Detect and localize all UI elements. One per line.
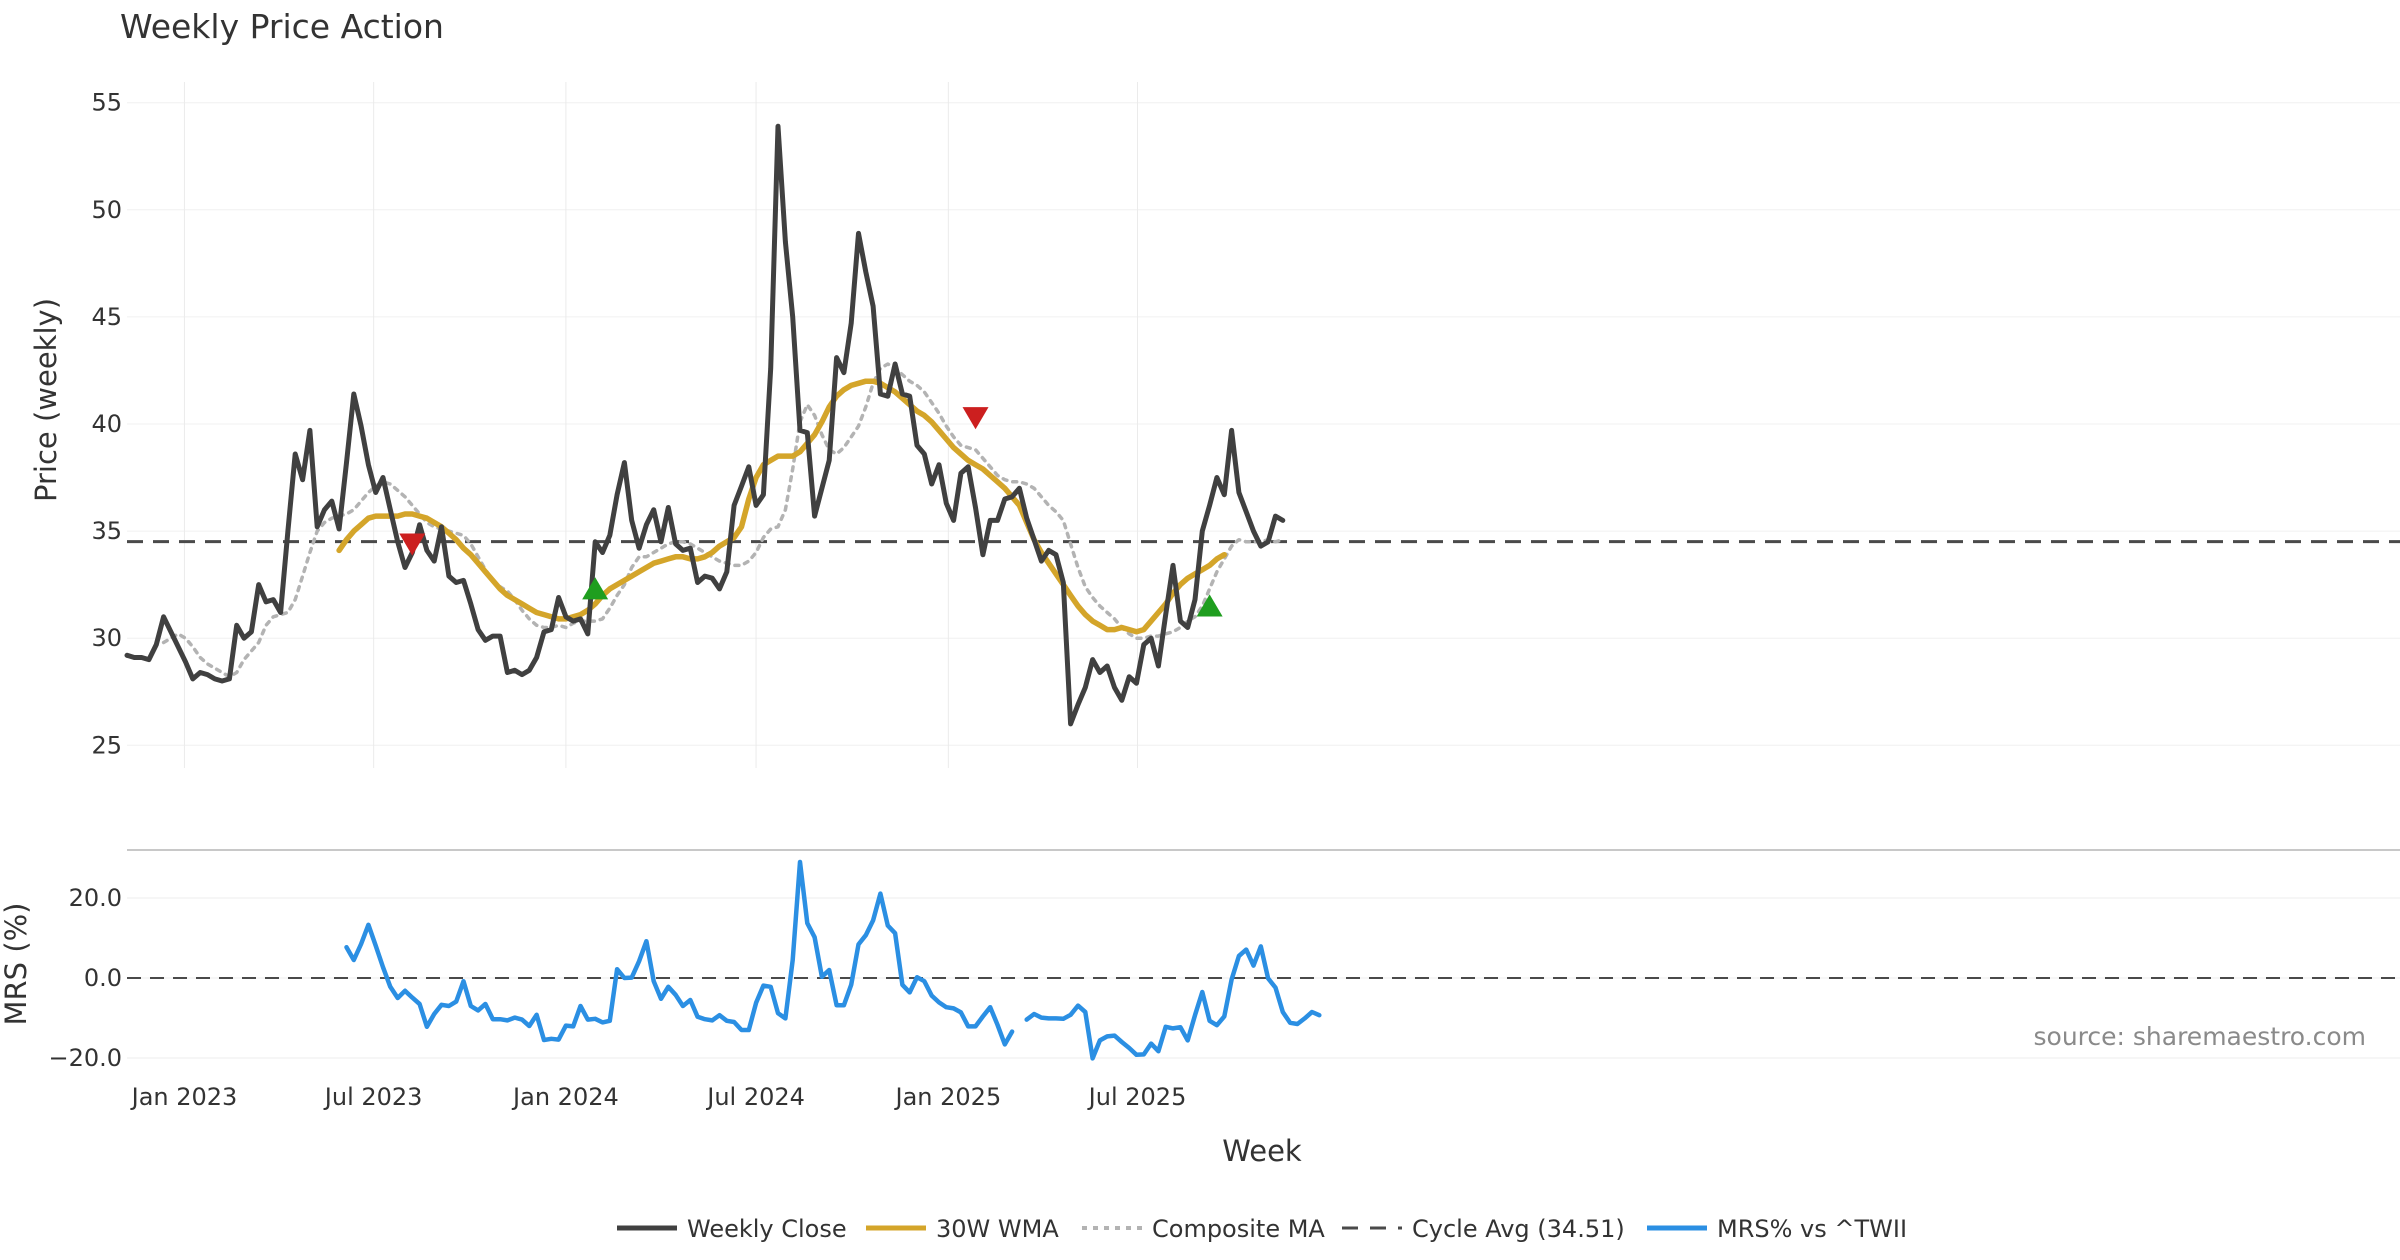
x-tick-label: Jul 2025 xyxy=(1087,1083,1187,1111)
price-y-axis-label: Price (weekly) xyxy=(29,298,63,502)
legend-label-cycle: Cycle Avg (34.51) xyxy=(1412,1215,1625,1243)
x-tick-label: Jan 2023 xyxy=(130,1083,238,1111)
legend-label-mrs: MRS% vs ^TWII xyxy=(1717,1215,1907,1243)
mrs-line xyxy=(344,859,1322,1061)
sell-signal-marker xyxy=(399,533,426,556)
y-tick-labels: 25 30 35 40 45 50 55 −20.0 0.0 20.0 xyxy=(48,89,122,1072)
price-y-tick: 35 xyxy=(91,517,122,545)
x-tick-label: Jan 2024 xyxy=(511,1083,619,1111)
legend-label-composite: Composite MA xyxy=(1152,1215,1325,1243)
chart-title: Weekly Price Action xyxy=(120,7,444,46)
source-watermark: source: sharemaestro.com xyxy=(2034,1022,2367,1051)
series-lines xyxy=(124,123,2400,1061)
signal-markers xyxy=(399,407,1223,617)
x-tick-label: Jul 2024 xyxy=(705,1083,805,1111)
buy-signal-marker xyxy=(582,577,609,600)
legend-label-wma: 30W WMA xyxy=(936,1215,1059,1243)
x-axis-label: Week xyxy=(1222,1134,1302,1168)
price-y-tick: 25 xyxy=(91,731,122,759)
price-y-tick: 50 xyxy=(91,196,122,224)
x-tick-labels: Jan 2023 Jul 2023 Jan 2024 Jul 2024 Jan 2025… xyxy=(130,1083,1187,1111)
composite-ma-line xyxy=(161,362,1285,679)
mrs-y-tick: −20.0 xyxy=(48,1044,122,1072)
gridlines xyxy=(127,82,2400,1059)
x-tick-label: Jan 2025 xyxy=(894,1083,1002,1111)
price-y-tick: 55 xyxy=(91,89,122,117)
price-y-tick: 30 xyxy=(91,624,122,652)
buy-signal-marker xyxy=(1196,594,1223,617)
mrs-y-tick: 0.0 xyxy=(84,964,122,992)
price-y-tick: 40 xyxy=(91,410,122,438)
legend-label-close: Weekly Close xyxy=(687,1215,847,1243)
price-y-tick: 45 xyxy=(91,303,122,331)
sell-signal-marker xyxy=(962,407,989,430)
legend: Weekly Close 30W WMA Composite MA Cycle Avg… xyxy=(617,1215,1907,1243)
mrs-y-axis-label: MRS (%) xyxy=(0,903,33,1026)
mrs-y-tick: 20.0 xyxy=(69,884,122,912)
x-tick-label: Jul 2023 xyxy=(323,1083,423,1111)
weekly-close-line xyxy=(124,123,1286,727)
wma-line xyxy=(336,378,1228,635)
